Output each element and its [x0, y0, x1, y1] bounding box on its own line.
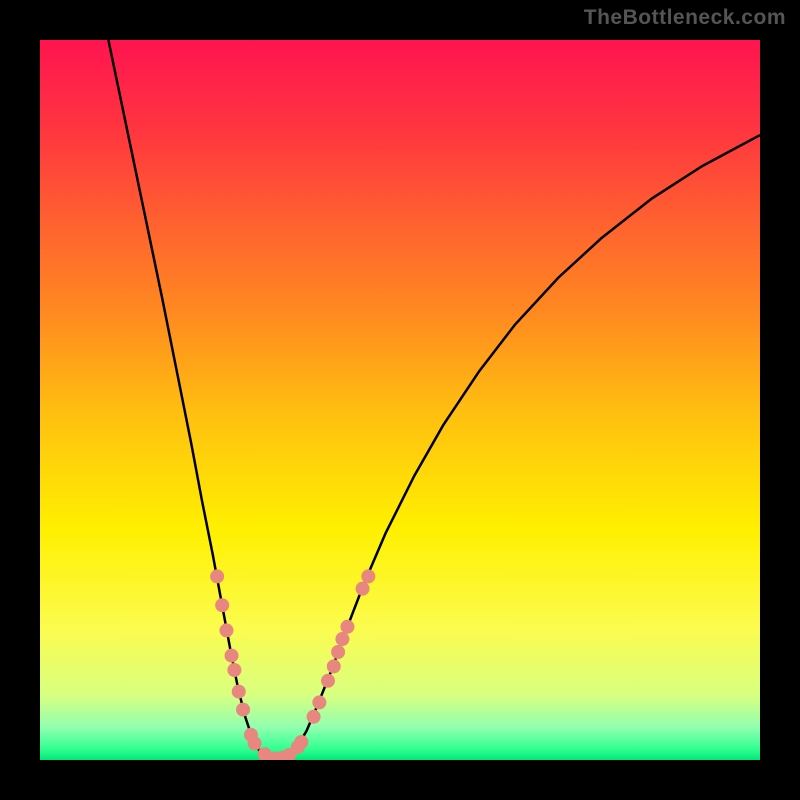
data-dot [340, 620, 354, 634]
data-dot [327, 659, 341, 673]
data-dot [321, 674, 335, 688]
data-dot [232, 685, 246, 699]
data-dot [210, 569, 224, 583]
bottleneck-curve [108, 40, 760, 760]
data-dot [225, 649, 239, 663]
data-dot [236, 703, 250, 717]
data-dot [248, 736, 262, 750]
data-dot [312, 695, 326, 709]
data-dot [361, 569, 375, 583]
data-dot [331, 645, 345, 659]
data-dot [356, 582, 370, 596]
data-dot [215, 598, 229, 612]
data-dot [219, 623, 233, 637]
data-dot [307, 710, 321, 724]
plot-area [40, 40, 760, 760]
watermark-text: TheBottleneck.com [584, 6, 786, 30]
curve-layer [40, 40, 760, 760]
data-dot [294, 735, 308, 749]
data-dot [227, 663, 241, 677]
data-dots [210, 569, 375, 760]
data-dot [335, 632, 349, 646]
